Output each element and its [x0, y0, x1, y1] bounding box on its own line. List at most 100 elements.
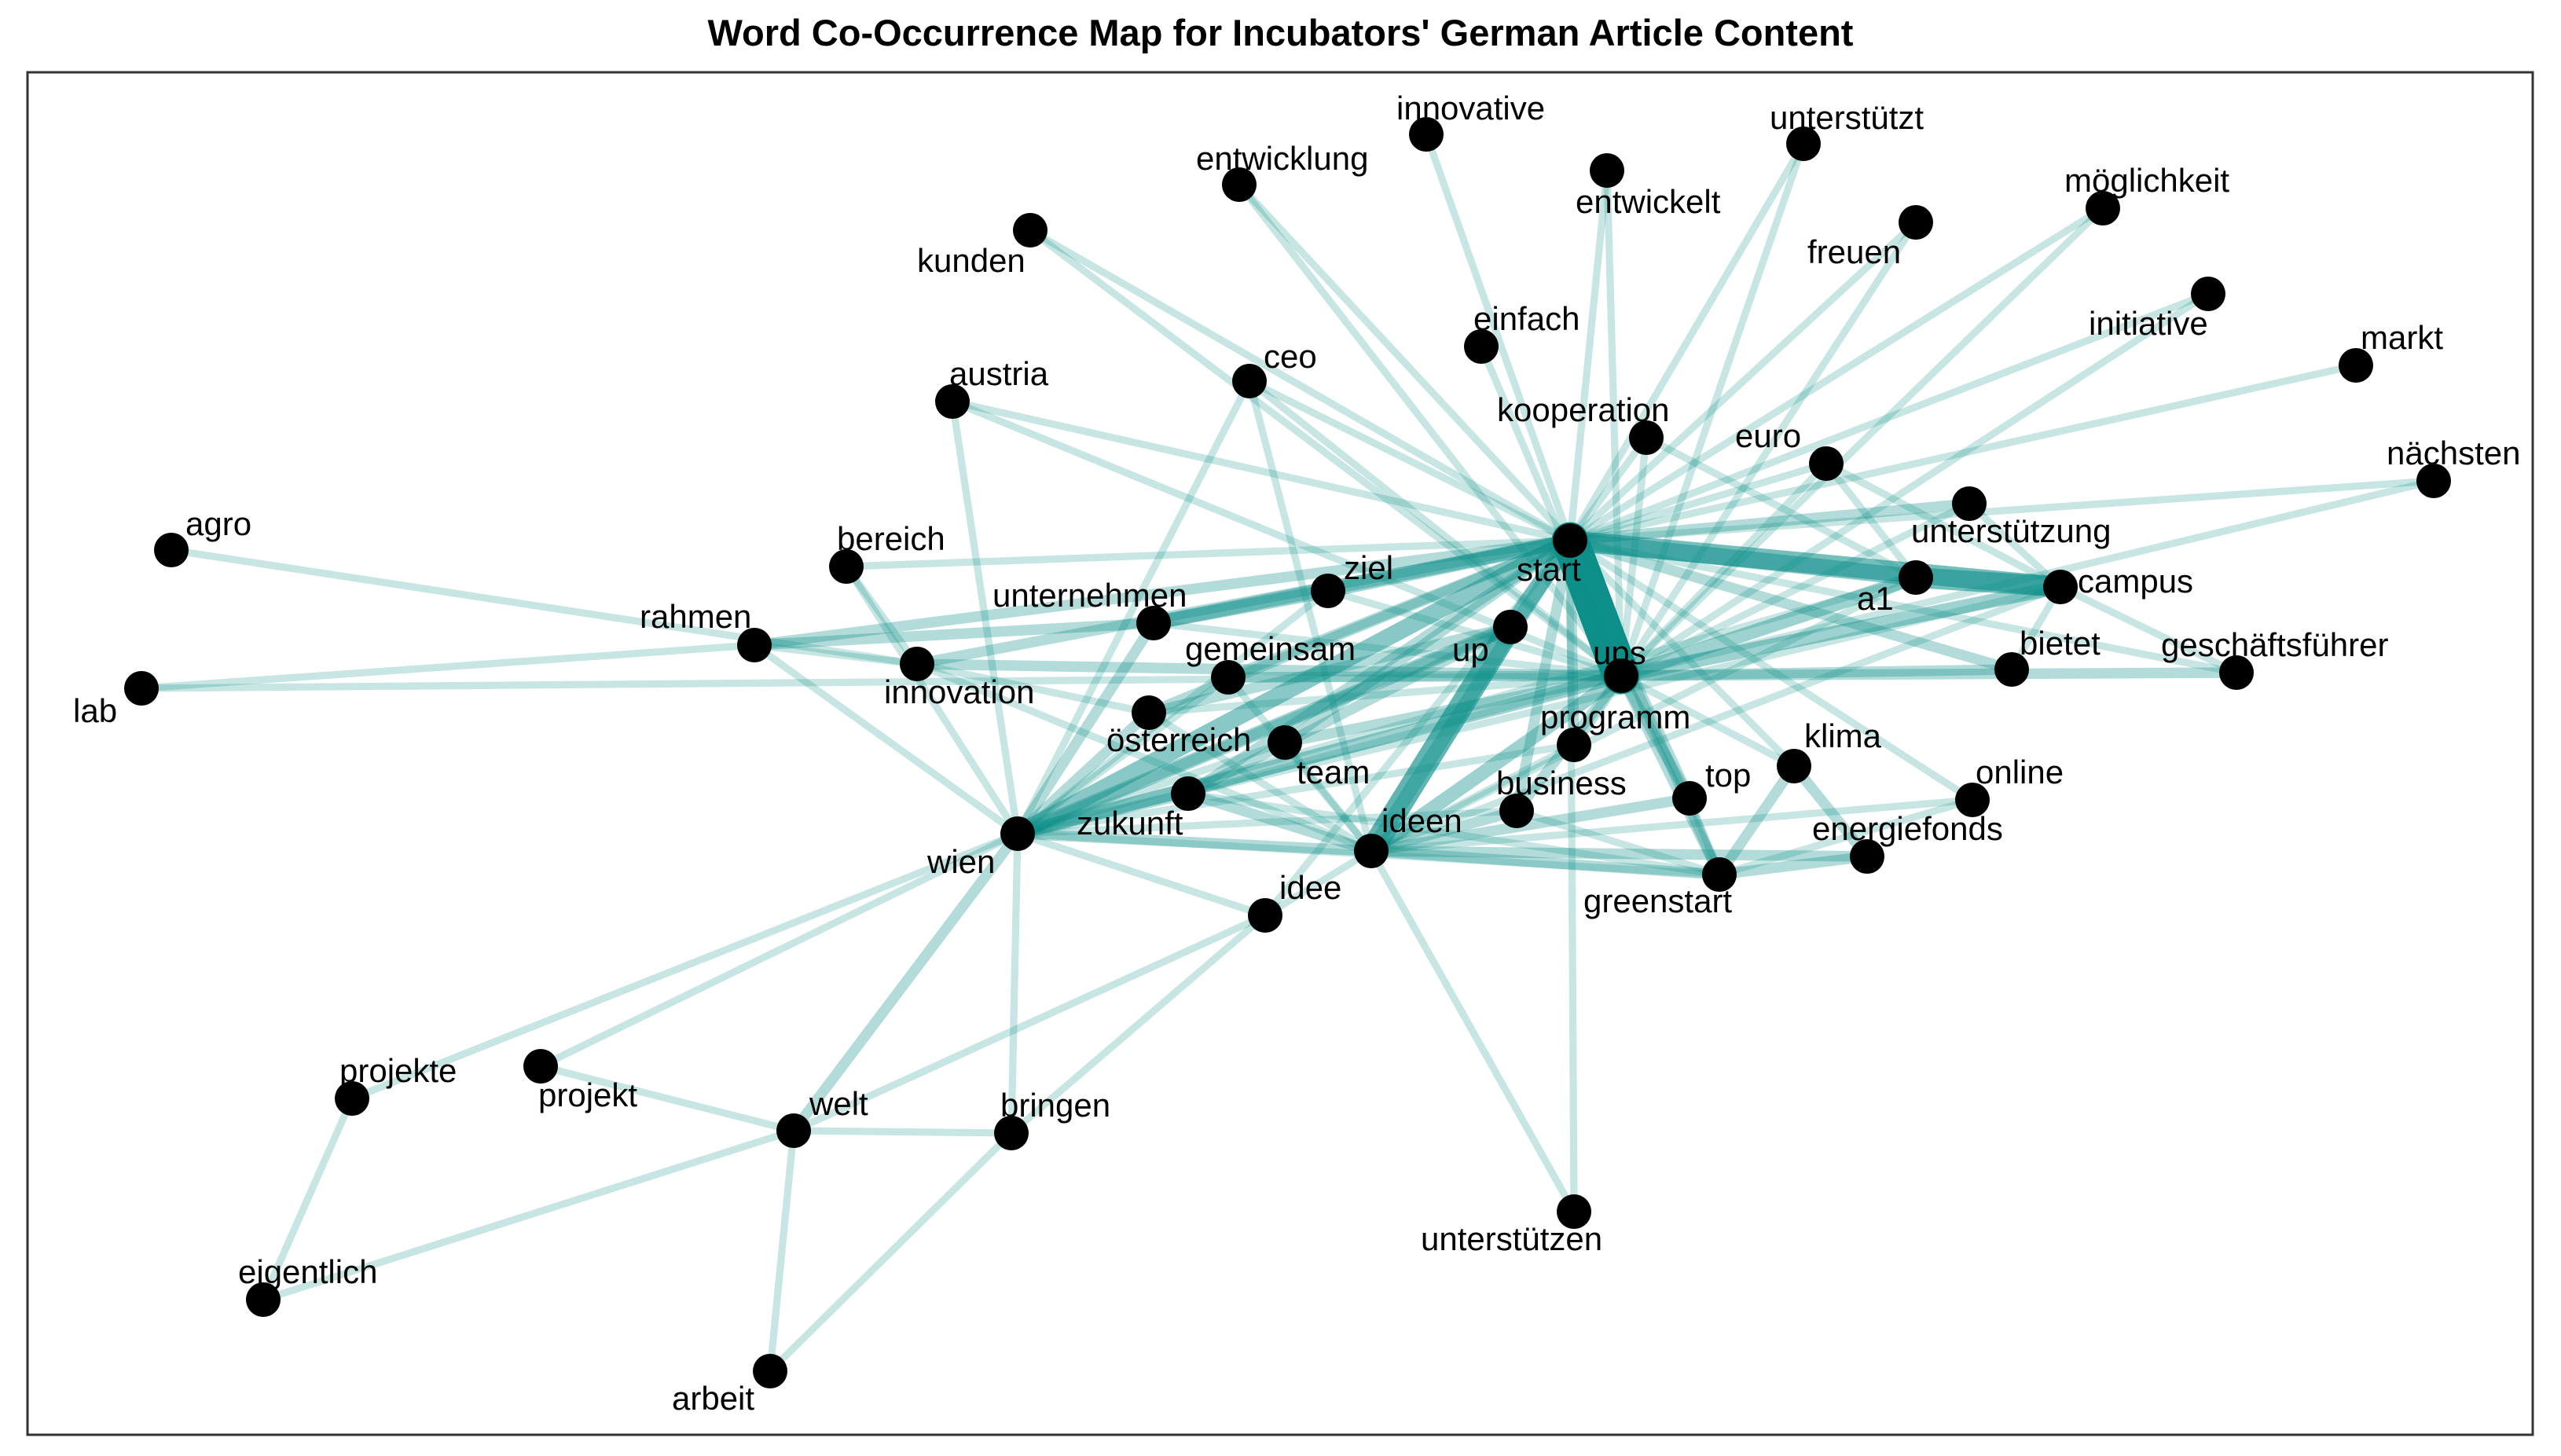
edge-unterstützt-start — [1566, 140, 1807, 545]
node-business — [1499, 794, 1534, 828]
node-wien — [1000, 816, 1035, 851]
node-start — [1553, 523, 1587, 558]
edge-ideen-top — [1366, 793, 1695, 856]
edge-projekt-wien — [537, 830, 1022, 1070]
edge-freuen-start — [1566, 218, 1920, 545]
edge-start-programm — [1565, 535, 1580, 750]
edge-start-gemeinsam — [1223, 535, 1576, 683]
node-label-bereich: bereich — [837, 520, 945, 557]
edge-unternehmen-ups — [1150, 619, 1625, 680]
node-zukunft — [1171, 776, 1205, 811]
edge-euro-ups — [1617, 460, 1830, 680]
node-online — [1955, 783, 1990, 817]
node-freuen — [1899, 205, 1933, 240]
node-label-ceo: ceo — [1264, 338, 1317, 375]
node-label-entwickelt: entwickelt — [1576, 183, 1721, 220]
edge-unternehmen-start — [1147, 534, 1577, 630]
node-entwickelt — [1590, 153, 1624, 188]
node-kooperation — [1629, 420, 1664, 455]
node-greenstart — [1702, 857, 1737, 892]
edge-team-wien — [1014, 739, 1289, 838]
edge-up-wien — [1012, 622, 1516, 839]
edge-wien-start — [1009, 532, 1579, 842]
node-rahmen — [737, 628, 772, 662]
edge-unterstützung-campus — [1965, 500, 2064, 591]
node-label-campus: campus — [2078, 563, 2193, 600]
node-label-kooperation: kooperation — [1497, 391, 1670, 428]
edge-österreich-ideen — [1145, 709, 1375, 855]
edge-team-ideen — [1281, 739, 1375, 855]
node-label-unternehmen: unternehmen — [992, 577, 1187, 614]
edge-ups-gemeinsam — [1223, 670, 1627, 683]
node-label-ziel: ziel — [1344, 549, 1393, 586]
edge-unterstützung-ups — [1617, 500, 1973, 680]
node-label-österreich: österreich — [1106, 721, 1251, 758]
edge-start-greenstart — [1565, 535, 1725, 880]
edge-start-rahmen — [749, 535, 1576, 651]
edge-innovation-österreich — [913, 660, 1153, 717]
node-entwicklung — [1222, 167, 1257, 202]
edge-a1-ideen — [1367, 574, 1920, 855]
edge-ceo-ups — [1246, 377, 1625, 680]
node-label-arbeit: arbeit — [672, 1380, 754, 1417]
edge-projekt-welt — [537, 1062, 798, 1135]
node-ideen — [1354, 834, 1389, 868]
edge-zukunft-ups — [1184, 672, 1625, 798]
node-up — [1493, 610, 1528, 644]
edge-up-ideen — [1359, 614, 1523, 864]
edge-agro-innovation — [167, 546, 921, 668]
edge-entwicklung-start — [1235, 181, 1574, 545]
edge-start-zukunft — [1183, 535, 1576, 799]
edge-nächsten-start — [1566, 477, 2438, 545]
edge-euro-start — [1566, 460, 1830, 545]
node-label-ideen: ideen — [1381, 802, 1462, 839]
edge-idee-ideen — [1261, 847, 1375, 919]
edge-ideen-ups — [1364, 669, 1628, 858]
node-innovation — [900, 647, 934, 681]
node-markt — [2339, 348, 2373, 383]
node-a1 — [1899, 560, 1933, 595]
edge-wien-welt — [788, 828, 1023, 1136]
edge-klima-ups — [1617, 672, 1798, 770]
edge-euro-a1 — [1822, 460, 1920, 581]
edge-ceo-ideen — [1246, 377, 1375, 855]
edge-ups-a1 — [1614, 570, 1923, 683]
node-ups — [1604, 658, 1638, 693]
node-label-eigentlich: eigentlich — [238, 1253, 377, 1290]
node-label-business: business — [1496, 765, 1627, 801]
node-label-bietet: bietet — [2020, 625, 2101, 662]
edge-ups-bietet — [1616, 664, 2017, 681]
edge-layer — [138, 130, 2438, 1375]
edge-ups-greenstart — [1616, 670, 1725, 880]
edge-unterstützen-start — [1566, 537, 1578, 1216]
node-label-programm: programm — [1540, 699, 1690, 735]
edge-idee-bringen — [1007, 911, 1269, 1137]
node-eigentlich — [246, 1282, 281, 1317]
edge-freuen-ups — [1617, 218, 1920, 680]
node-label-unterstützung: unterstützung — [1911, 512, 2112, 549]
edge-ceo-wien — [1014, 377, 1253, 838]
edge-online-ideen — [1367, 796, 1976, 855]
edge-kooperation-start — [1566, 434, 1650, 545]
edge-unternehmen-ziel — [1147, 584, 1335, 630]
node-label-zukunft: zukunft — [1077, 805, 1183, 842]
node-label-wien: wien — [926, 843, 995, 880]
edge-einfach-ups — [1477, 343, 1625, 680]
edge-a1-campus — [1906, 567, 2071, 597]
edge-idee-start — [1261, 537, 1574, 919]
node-campus — [2043, 570, 2078, 604]
edge-business-wien — [1014, 807, 1521, 838]
edge-lab-ups — [138, 672, 1625, 692]
node-top — [1672, 781, 1707, 816]
edge-initiative-start — [1566, 290, 2212, 545]
edge-austria-start — [948, 398, 1574, 545]
edge-welt-eigentlich — [259, 1127, 798, 1304]
node-label-online: online — [1976, 754, 2064, 790]
edge-ideen-zukunft — [1183, 788, 1377, 856]
edge-ups-team — [1279, 670, 1627, 748]
edge-entwicklung-ups — [1235, 181, 1625, 680]
edge-initiative-ups — [1617, 290, 2212, 680]
edge-lab-rahmen — [138, 641, 758, 692]
edge-rahmen-unternehmen — [749, 618, 1159, 651]
